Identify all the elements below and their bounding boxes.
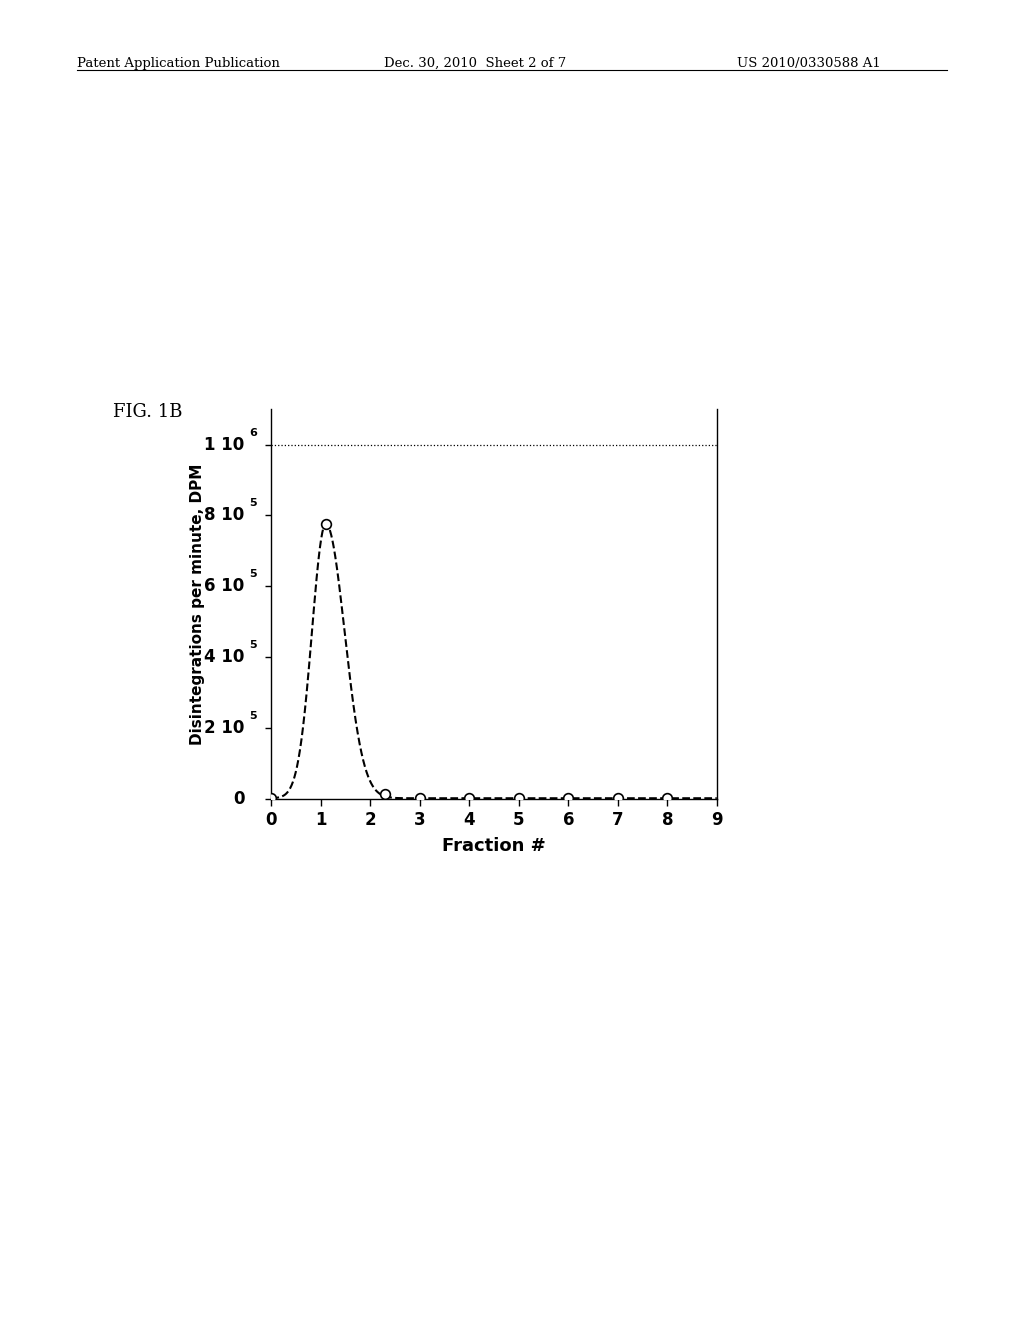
Text: Patent Application Publication: Patent Application Publication <box>77 57 280 70</box>
Text: 0: 0 <box>233 789 245 808</box>
X-axis label: Fraction #: Fraction # <box>442 837 546 855</box>
Text: 6: 6 <box>249 428 257 438</box>
Text: 5: 5 <box>249 711 256 721</box>
Text: 5: 5 <box>249 569 256 579</box>
Text: 5: 5 <box>249 640 256 649</box>
Text: Dec. 30, 2010  Sheet 2 of 7: Dec. 30, 2010 Sheet 2 of 7 <box>384 57 566 70</box>
Text: 2 10: 2 10 <box>204 719 245 737</box>
Text: 8 10: 8 10 <box>205 507 245 524</box>
Text: US 2010/0330588 A1: US 2010/0330588 A1 <box>737 57 881 70</box>
Text: 5: 5 <box>249 499 256 508</box>
Text: 1 10: 1 10 <box>205 436 245 454</box>
Text: 4 10: 4 10 <box>204 648 245 667</box>
Text: 6 10: 6 10 <box>205 577 245 595</box>
Text: FIG. 1B: FIG. 1B <box>113 403 182 421</box>
Y-axis label: Disintegrations per minute, DPM: Disintegrations per minute, DPM <box>190 463 206 744</box>
